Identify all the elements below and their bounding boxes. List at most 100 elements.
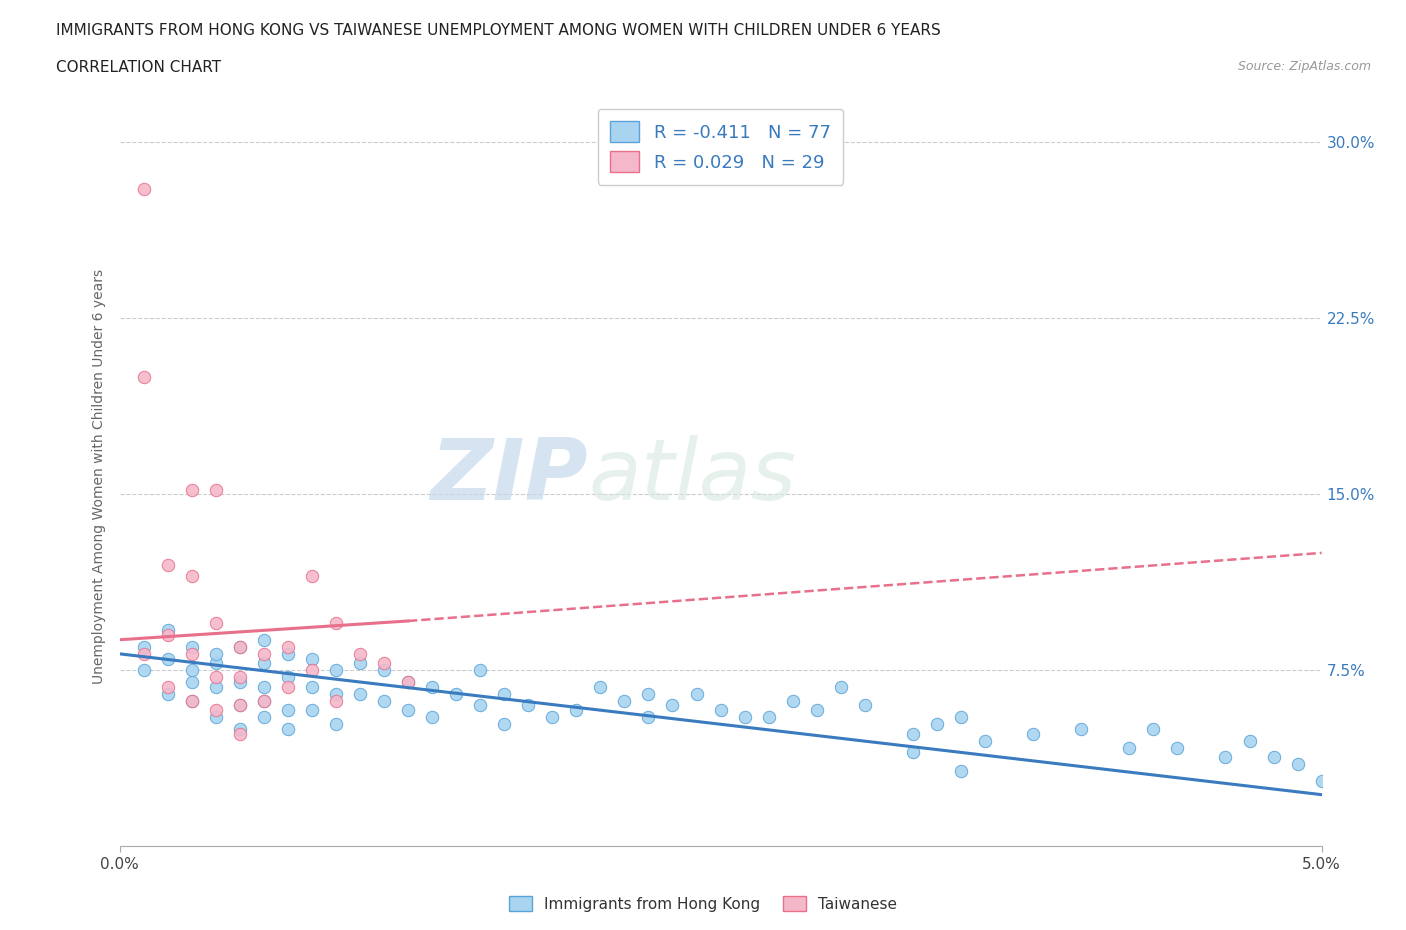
Point [301,569,323,584]
Point [180,694,202,709]
Point [156,628,179,643]
Text: CORRELATION CHART: CORRELATION CHART [56,60,221,75]
Point [228,674,252,689]
Point [277,679,299,694]
Point [156,623,179,638]
Point [132,663,155,678]
Point [517,698,540,713]
Point [301,651,323,666]
Point [782,694,804,709]
Legend: Immigrants from Hong Kong, Taiwanese: Immigrants from Hong Kong, Taiwanese [503,889,903,918]
Point [253,679,276,694]
Point [204,616,226,631]
Point [325,694,347,709]
Point [277,639,299,654]
Point [589,679,612,694]
Point [1263,750,1285,764]
Point [1142,722,1164,737]
Point [204,710,226,724]
Point [301,663,323,678]
Point [494,686,516,701]
Point [901,745,924,760]
Point [277,670,299,684]
Point [396,674,419,689]
Point [637,686,659,701]
Legend: R = -0.411   N = 77, R = 0.029   N = 29: R = -0.411 N = 77, R = 0.029 N = 29 [598,109,844,184]
Point [1239,733,1261,748]
Point [661,698,683,713]
Point [373,656,395,671]
Point [396,674,419,689]
Point [685,686,707,701]
Point [925,717,948,732]
Point [180,569,202,584]
Point [180,639,202,654]
Point [950,764,973,778]
Point [349,686,371,701]
Point [132,181,155,196]
Point [853,698,876,713]
Point [974,733,997,748]
Point [758,710,780,724]
Point [132,646,155,661]
Point [468,698,492,713]
Point [325,717,347,732]
Point [253,646,276,661]
Point [444,686,467,701]
Point [228,639,252,654]
Point [494,717,516,732]
Point [204,679,226,694]
Point [373,663,395,678]
Point [228,670,252,684]
Point [950,710,973,724]
Point [253,632,276,647]
Point [204,670,226,684]
Point [132,369,155,384]
Point [1022,726,1045,741]
Point [613,694,636,709]
Point [301,703,323,718]
Point [349,656,371,671]
Point [228,639,252,654]
Point [228,722,252,737]
Point [228,726,252,741]
Point [1118,740,1140,755]
Point [253,710,276,724]
Point [325,616,347,631]
Point [204,703,226,718]
Point [253,694,276,709]
Point [156,557,179,572]
Point [637,710,659,724]
Point [156,686,179,701]
Point [180,646,202,661]
Point [1166,740,1188,755]
Point [396,703,419,718]
Point [734,710,756,724]
Point [204,646,226,661]
Text: atlas: atlas [588,435,796,518]
Point [468,663,492,678]
Point [277,646,299,661]
Point [277,722,299,737]
Point [806,703,828,718]
Point [156,679,179,694]
Point [325,663,347,678]
Point [156,651,179,666]
Point [373,694,395,709]
Point [709,703,731,718]
Point [253,656,276,671]
Point [180,694,202,709]
Point [301,679,323,694]
Point [420,710,443,724]
Point [277,703,299,718]
Point [180,482,202,497]
Point [565,703,588,718]
Text: Source: ZipAtlas.com: Source: ZipAtlas.com [1237,60,1371,73]
Point [325,686,347,701]
Y-axis label: Unemployment Among Women with Children Under 6 years: Unemployment Among Women with Children U… [91,269,105,684]
Point [204,482,226,497]
Point [204,656,226,671]
Point [420,679,443,694]
Point [541,710,564,724]
Point [1310,773,1333,788]
